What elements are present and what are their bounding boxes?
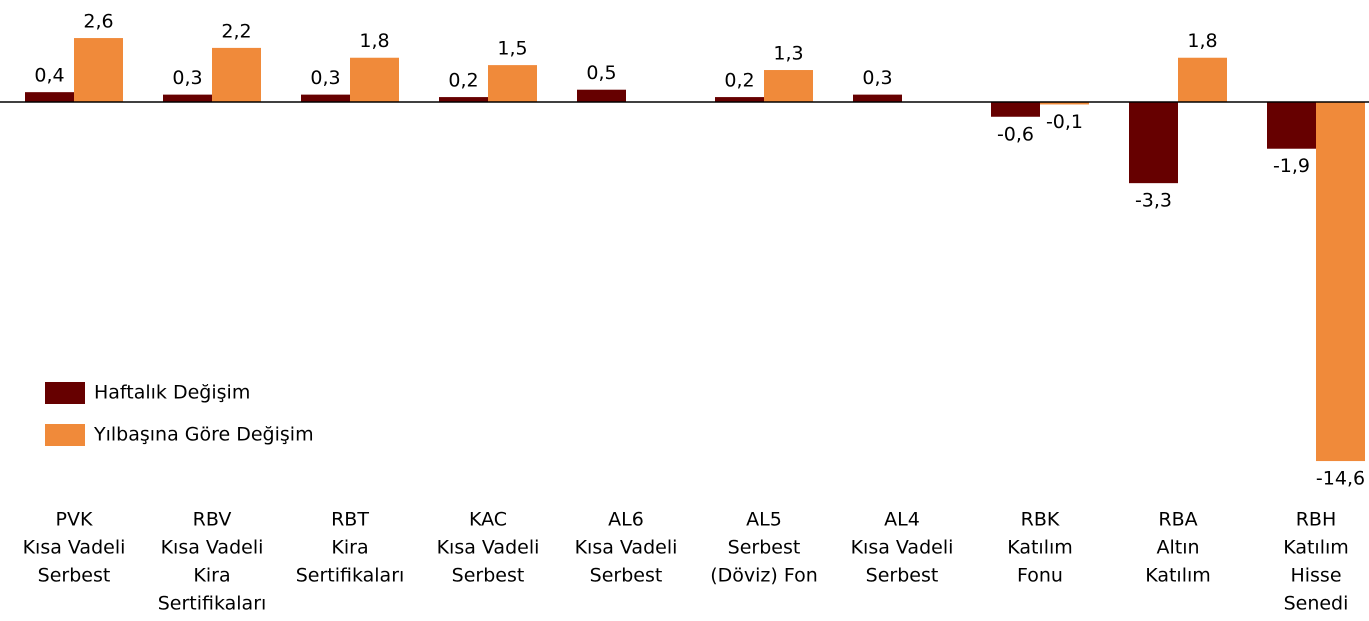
bar xyxy=(350,57,399,102)
x-tick-label: Kira xyxy=(331,537,368,559)
bar xyxy=(853,94,902,102)
bar xyxy=(488,65,537,102)
x-tick-label: (Döviz) Fon xyxy=(710,565,818,587)
data-label: -14,6 xyxy=(1316,468,1365,490)
x-tick-label: RBV xyxy=(193,509,232,531)
bar xyxy=(1316,102,1365,462)
data-label: 0,3 xyxy=(172,67,202,89)
x-tick-label: Katılım xyxy=(1283,537,1349,559)
x-tick-label: Fonu xyxy=(1017,565,1063,587)
data-label: -0,6 xyxy=(997,123,1034,145)
bar xyxy=(1267,102,1316,149)
x-tick-label: Kısa Vadeli xyxy=(575,537,678,559)
x-tick-label: AL6 xyxy=(608,509,644,531)
x-tick-label: Kira xyxy=(193,565,230,587)
x-tick-label: Katılım xyxy=(1145,565,1211,587)
bar xyxy=(1040,102,1089,105)
data-label: 1,3 xyxy=(773,43,803,65)
bar xyxy=(715,97,764,102)
x-tick-label: Serbest xyxy=(866,565,939,587)
bar xyxy=(25,92,74,102)
bar xyxy=(1129,102,1178,184)
bar xyxy=(163,94,212,102)
bar xyxy=(577,89,626,102)
bar xyxy=(1178,57,1227,102)
data-label: 0,4 xyxy=(34,65,64,87)
data-label: -3,3 xyxy=(1135,190,1172,212)
data-label: 1,5 xyxy=(497,38,527,60)
data-label: 1,8 xyxy=(359,30,389,52)
data-label: 1,8 xyxy=(1187,30,1217,52)
x-tick-label: Serbest xyxy=(590,565,663,587)
x-tick-label: RBA xyxy=(1158,509,1197,531)
bar xyxy=(301,94,350,102)
x-tick-label: AL5 xyxy=(746,509,782,531)
data-label: -1,9 xyxy=(1273,155,1310,177)
x-tick-label: RBH xyxy=(1296,509,1337,531)
legend-label: Haftalık Değişim xyxy=(94,382,250,404)
bar xyxy=(74,38,123,102)
bar xyxy=(991,102,1040,117)
bar xyxy=(212,47,261,102)
x-tick-label: AL4 xyxy=(884,509,920,531)
data-label: 2,2 xyxy=(221,20,251,42)
data-label: 0,3 xyxy=(862,67,892,89)
x-tick-label: RBK xyxy=(1021,509,1060,531)
data-label: 0,3 xyxy=(310,67,340,89)
data-label: 0,2 xyxy=(448,70,478,92)
x-tick-label: Sertifikaları xyxy=(158,593,267,615)
x-tick-label: Kısa Vadeli xyxy=(23,537,126,559)
x-tick-label: PVK xyxy=(56,509,93,531)
data-label: 0,2 xyxy=(724,70,754,92)
legend-swatch xyxy=(45,382,85,404)
x-tick-label: RBT xyxy=(331,509,369,531)
bar xyxy=(764,70,813,102)
x-tick-label: Katılım xyxy=(1007,537,1073,559)
legend-label: Yılbaşına Göre Değişim xyxy=(93,424,314,446)
x-tick-label: Senedi xyxy=(1284,593,1349,615)
data-label: 2,6 xyxy=(83,11,113,33)
data-label: 0,5 xyxy=(586,62,616,84)
legend-swatch xyxy=(45,424,85,446)
data-label: -0,1 xyxy=(1046,111,1083,133)
x-tick-label: Kısa Vadeli xyxy=(437,537,540,559)
x-tick-label: Serbest xyxy=(452,565,525,587)
x-tick-label: Hisse xyxy=(1290,565,1341,587)
x-tick-label: Serbest xyxy=(38,565,111,587)
x-tick-label: Kısa Vadeli xyxy=(851,537,954,559)
x-tick-label: Kısa Vadeli xyxy=(161,537,264,559)
x-tick-label: Sertifikaları xyxy=(296,565,405,587)
x-tick-label: Altın xyxy=(1156,537,1199,559)
x-tick-label: KAC xyxy=(469,509,507,531)
x-tick-label: Serbest xyxy=(728,537,801,559)
bar xyxy=(439,97,488,102)
